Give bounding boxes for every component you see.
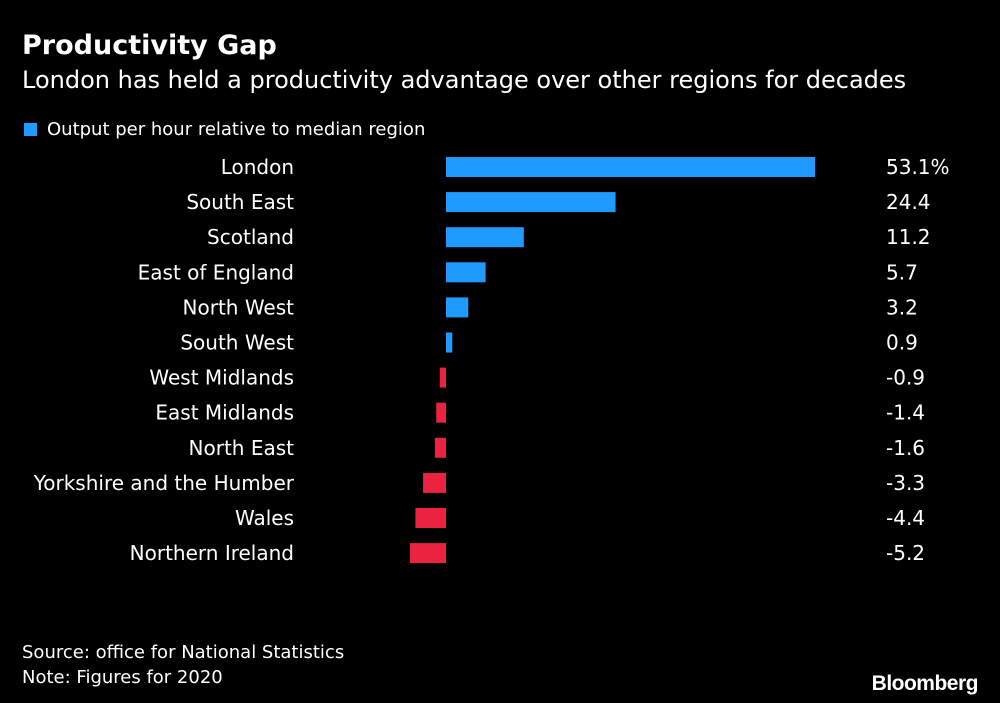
bar <box>434 437 446 458</box>
value-label: 3.2 <box>886 295 918 319</box>
category-label: Scotland <box>207 225 294 249</box>
value-label: 11.2 <box>886 225 931 249</box>
bar <box>446 332 453 353</box>
category-label: Yorkshire and the Humber <box>33 471 295 495</box>
bloomberg-logo: Bloomberg <box>871 672 979 695</box>
value-label: -4.4 <box>886 506 925 530</box>
bar <box>439 367 446 388</box>
value-label: 53.1% <box>886 155 950 179</box>
category-label: West Midlands <box>149 366 294 390</box>
legend-swatch <box>24 123 37 136</box>
category-label: East Midlands <box>155 401 294 425</box>
value-label: -1.4 <box>886 401 925 425</box>
bar <box>409 543 446 564</box>
value-label: 5.7 <box>886 260 918 284</box>
source-text: Source: office for National Statistics <box>22 642 345 663</box>
category-label: Wales <box>235 506 294 530</box>
legend: Output per hour relative to median regio… <box>22 119 425 140</box>
value-label: -1.6 <box>886 436 925 460</box>
chart-subtitle: London has held a productivity advantage… <box>22 66 907 94</box>
bar <box>436 402 446 423</box>
category-label: Northern Ireland <box>130 541 294 565</box>
value-label: 0.9 <box>886 331 918 355</box>
bar <box>423 472 446 493</box>
chart-title: Productivity Gap <box>22 30 277 61</box>
category-label: London <box>221 155 294 179</box>
bar <box>415 508 446 528</box>
bar <box>446 227 524 248</box>
category-label: South West <box>180 331 294 355</box>
category-label: South East <box>186 190 294 214</box>
value-label: -5.2 <box>886 541 925 565</box>
category-label: North West <box>183 295 295 319</box>
bar <box>446 297 469 318</box>
bar <box>446 157 815 177</box>
value-label: -3.3 <box>886 471 925 495</box>
note-text: Note: Figures for 2020 <box>22 667 223 688</box>
bar <box>446 192 616 213</box>
footer: Source: office for National Statistics N… <box>22 640 344 690</box>
category-label: North East <box>189 436 295 460</box>
bar <box>446 262 486 283</box>
category-label: East of England <box>138 260 294 284</box>
legend-label: Output per hour relative to median regio… <box>47 119 426 140</box>
value-label: -0.9 <box>886 366 925 390</box>
value-label: 24.4 <box>886 190 931 214</box>
